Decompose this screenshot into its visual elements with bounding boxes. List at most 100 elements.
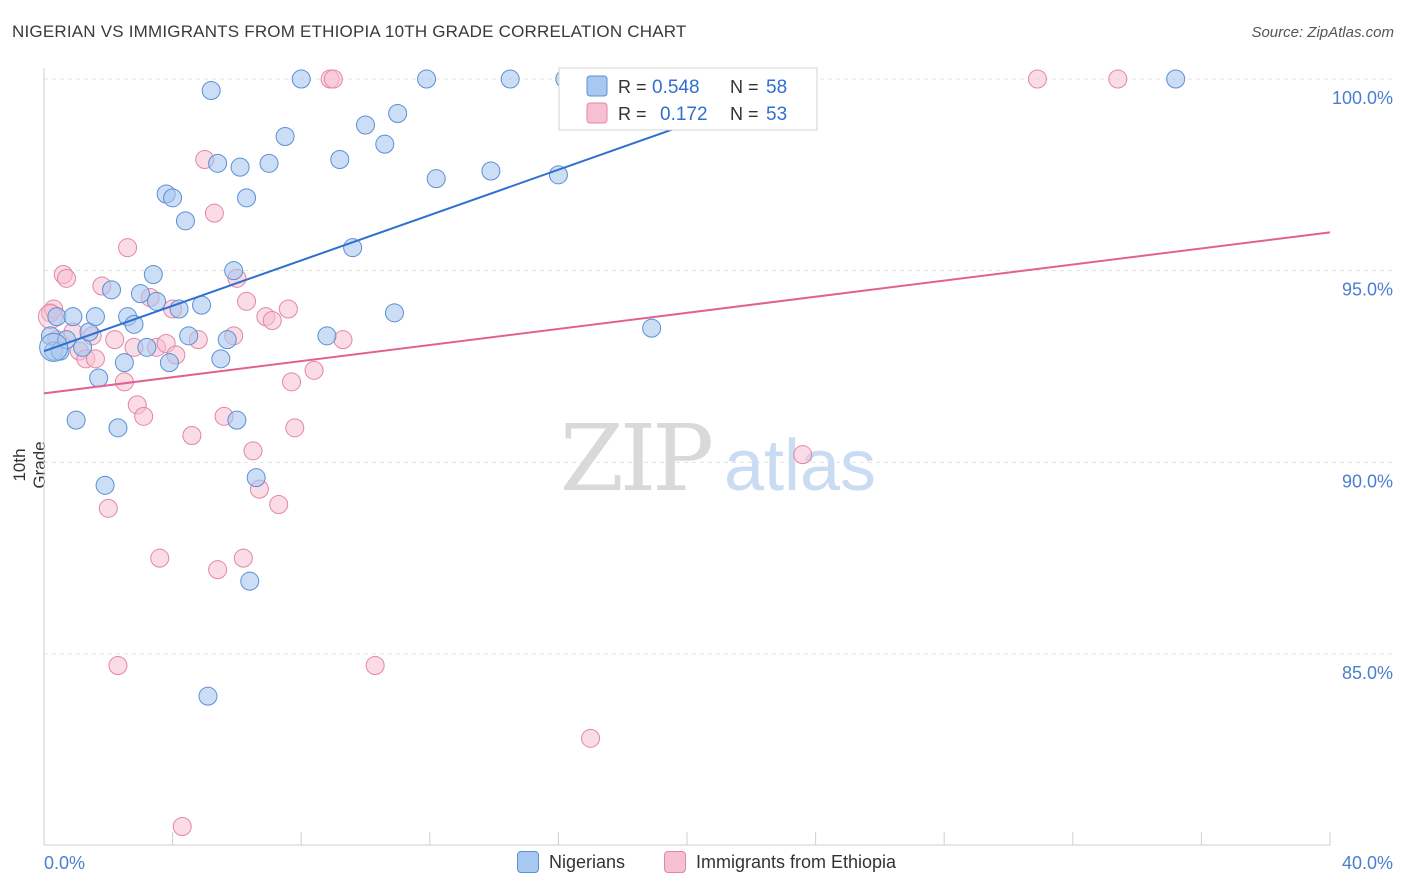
data-point-nigerians xyxy=(217,330,237,350)
data-point-nigerians xyxy=(317,326,337,346)
data-point-nigerians xyxy=(211,349,231,369)
legend-r-value: 0.548 xyxy=(652,77,700,98)
data-point-nigerians xyxy=(224,261,244,281)
data-point-nigerians xyxy=(246,468,266,488)
watermark-zip: ZIP xyxy=(560,405,711,512)
data-point-nigerians xyxy=(137,337,157,357)
y-tick-label: 90.0% xyxy=(1342,471,1393,491)
data-point-ethiopia xyxy=(233,548,253,568)
legend-label-ethiopia: Immigrants from Ethiopia xyxy=(696,851,897,872)
data-point-ethiopia xyxy=(365,656,385,675)
data-point-nigerians xyxy=(130,284,150,304)
data-point-nigerians xyxy=(147,291,167,311)
data-point-ethiopia xyxy=(333,330,353,350)
legend-item-ethiopia[interactable]: Immigrants from Ethiopia xyxy=(664,851,896,873)
legend-n-label: N = xyxy=(730,77,759,97)
data-point-ethiopia xyxy=(285,418,305,438)
data-point-nigerians xyxy=(201,81,221,100)
x-tick-label-max: 40.0% xyxy=(1342,853,1393,873)
data-point-ethiopia xyxy=(182,426,202,445)
data-point-nigerians xyxy=(259,153,279,173)
data-point-nigerians xyxy=(384,303,404,323)
data-point-ethiopia xyxy=(304,360,324,380)
legend-swatch-nigerians-bottom xyxy=(517,851,539,873)
data-point-nigerians xyxy=(426,169,446,189)
data-point-nigerians xyxy=(198,686,218,706)
data-point-ethiopia xyxy=(282,372,302,392)
data-point-nigerians xyxy=(227,410,247,430)
data-point-ethiopia xyxy=(108,656,128,675)
legend-swatch-ethiopia xyxy=(586,102,608,124)
data-point-nigerians xyxy=(108,418,128,438)
data-point-nigerians xyxy=(175,211,195,231)
data-point-ethiopia xyxy=(98,498,118,518)
x-tick-labels: 0.0% 40.0% xyxy=(44,853,1393,873)
data-point-nigerians xyxy=(179,326,199,346)
y-tick-labels: 85.0% 90.0% 95.0% 100.0% xyxy=(1332,88,1393,683)
y-tick-label: 85.0% xyxy=(1342,663,1393,683)
data-point-ethiopia xyxy=(118,238,138,258)
legend-item-nigerians[interactable]: Nigerians xyxy=(517,851,625,873)
data-point-ethiopia xyxy=(237,291,257,311)
data-point-ethiopia xyxy=(581,728,601,748)
data-point-ethiopia xyxy=(134,406,154,426)
data-point-nigerians xyxy=(642,318,662,338)
data-point-nigerians xyxy=(330,150,350,169)
data-point-nigerians xyxy=(417,69,437,89)
data-point-nigerians xyxy=(95,475,115,495)
data-point-nigerians xyxy=(124,314,144,334)
legend-label-nigerians: Nigerians xyxy=(549,851,626,872)
legend-r-label: R = xyxy=(618,77,647,97)
data-point-nigerians xyxy=(85,307,105,327)
data-point-nigerians xyxy=(159,353,179,373)
data-point-ethiopia xyxy=(262,311,282,330)
data-point-nigerians xyxy=(230,157,250,177)
legend-swatch-ethiopia-bottom xyxy=(664,851,686,873)
data-point-nigerians xyxy=(163,188,183,208)
legend-top: R = 0.548 N = 58 R = 0.172 N = 53 xyxy=(558,67,818,131)
data-point-ethiopia xyxy=(1108,69,1128,89)
legend-n-label: N = xyxy=(730,104,759,124)
data-point-nigerians xyxy=(63,307,83,327)
data-point-nigerians xyxy=(208,153,228,173)
data-point-nigerians xyxy=(1166,69,1186,89)
watermark-atlas: atlas xyxy=(724,426,876,506)
data-point-ethiopia xyxy=(204,203,224,223)
x-tick-marks xyxy=(43,832,1331,845)
data-point-nigerians xyxy=(102,280,122,300)
data-point-nigerians xyxy=(66,410,86,430)
data-point-ethiopia xyxy=(57,268,77,288)
data-point-nigerians xyxy=(481,161,501,181)
data-point-nigerians xyxy=(237,188,257,208)
data-point-ethiopia xyxy=(85,349,105,369)
legend-r-value: 0.172 xyxy=(660,104,708,125)
data-point-ethiopia xyxy=(150,548,170,568)
data-point-ethiopia xyxy=(208,560,228,580)
legend-n-value: 53 xyxy=(766,104,787,125)
data-point-ethiopia xyxy=(278,299,298,319)
y-tick-label: 100.0% xyxy=(1332,88,1393,108)
data-point-nigerians xyxy=(47,307,67,327)
legend-n-value: 58 xyxy=(766,77,787,98)
trend-line-ethiopia xyxy=(43,231,1331,395)
legend-r-label: R = xyxy=(618,104,647,124)
data-point-nigerians xyxy=(291,69,311,89)
data-point-ethiopia xyxy=(323,69,343,89)
data-point-ethiopia xyxy=(105,330,125,350)
data-point-nigerians xyxy=(143,265,163,284)
data-point-nigerians xyxy=(375,134,395,154)
data-point-nigerians xyxy=(388,104,408,123)
data-point-ethiopia xyxy=(1027,69,1047,89)
legend-swatch-nigerians xyxy=(586,75,608,97)
data-point-nigerians xyxy=(275,127,295,146)
data-point-nigerians xyxy=(114,353,134,373)
data-point-ethiopia xyxy=(793,445,813,465)
source-label: Source: ZipAtlas.com xyxy=(1251,24,1394,41)
chart-title: NIGERIAN VS IMMIGRANTS FROM ETHIOPIA 10T… xyxy=(12,22,687,41)
data-point-ethiopia xyxy=(243,441,263,461)
legend-bottom: Nigerians Immigrants from Ethiopia xyxy=(0,851,1406,877)
data-point-nigerians xyxy=(356,115,375,135)
watermark: ZIP atlas xyxy=(560,405,876,512)
series-nigerians-points xyxy=(39,69,1186,706)
